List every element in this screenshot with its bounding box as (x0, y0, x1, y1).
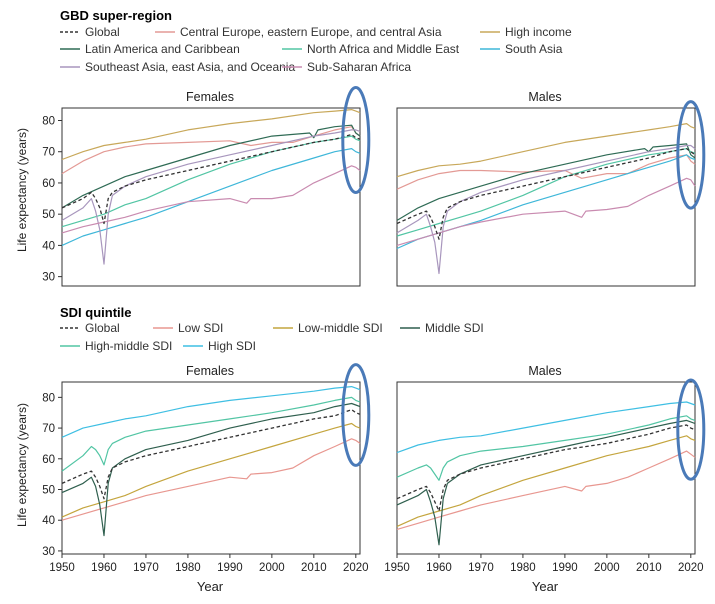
series-line-low_sdi (61, 438, 361, 521)
y-tick-label: 30 (42, 272, 55, 284)
x-tick-label: 2020 (678, 562, 704, 574)
legend-item-low_sdi: Low SDI (178, 321, 223, 335)
chart-panel-sdi-males: Males 1950 1960 1970 1980 1990 2000 2010 2020 (384, 364, 706, 574)
series-line-high_income (396, 122, 696, 178)
y-tick-label: 80 (42, 392, 55, 404)
x-tick-label: 1960 (91, 562, 117, 574)
series-line-high_income (61, 108, 361, 161)
highlight-ellipse (676, 378, 706, 481)
series-line-high_sdi (61, 386, 361, 438)
series-line-southeast_asia (61, 129, 361, 265)
legend-item-south_asia: South Asia (505, 42, 563, 56)
legend-item-high_sdi: High SDI (208, 339, 256, 353)
y-tick-label: 60 (42, 454, 55, 466)
x-tick-label: 1970 (133, 562, 159, 574)
y-axis-title: Life expectancy (years) (15, 128, 29, 252)
plot-frame (396, 107, 696, 287)
panel-title: Males (528, 364, 561, 378)
plot-frame (396, 381, 696, 555)
legend-item-high_income: High income (505, 25, 572, 39)
x-tick-label: 1980 (175, 562, 201, 574)
highlight-ellipse (341, 86, 371, 194)
x-tick-label: 2000 (594, 562, 620, 574)
series-line-central_europe (396, 154, 696, 190)
x-axis-title: Year (197, 579, 224, 594)
y-tick-label: 40 (42, 515, 55, 527)
legend-item-middle_sdi: Middle SDI (425, 321, 484, 335)
y-tick-label: 30 (42, 546, 55, 558)
x-tick-label: 1990 (217, 562, 243, 574)
series-line-global (61, 133, 361, 225)
legend-item-southeast_asia: Southeast Asia, east Asia, and Oceania (85, 60, 295, 74)
legend-title: SDI quintile (60, 305, 132, 320)
chart-panel-super-region-females: Females 30 40 50 60 70 80 (42, 86, 371, 287)
series-line-high_sdi (396, 401, 696, 454)
y-tick-label: 50 (42, 209, 55, 221)
series-line-low_middle_sdi (61, 422, 361, 518)
y-tick-label: 50 (42, 485, 55, 497)
panel-title: Females (186, 90, 234, 104)
x-tick-label: 1960 (426, 562, 452, 574)
series-line-middle_sdi (61, 402, 361, 537)
series-line-middle_sdi (396, 419, 696, 546)
series-line-global (396, 424, 696, 512)
chart-panel-super-region-males: Males (396, 90, 706, 287)
x-tick-label: 2010 (301, 562, 327, 574)
x-tick-label: 2000 (259, 562, 285, 574)
highlight-ellipse (676, 100, 706, 210)
y-tick-label: 80 (42, 115, 55, 127)
series-line-low_middle_sdi (396, 435, 696, 527)
y-tick-label: 70 (42, 147, 55, 159)
y-tick-label: 70 (42, 423, 55, 435)
series-line-global (61, 408, 361, 500)
chart-panel-sdi-females: Females 30 40 50 60 70 80 1950 1960 1970 1980 1990… (42, 363, 371, 574)
legend-item-high_middle_sdi: High-middle SDI (85, 339, 172, 353)
series-line-global (396, 147, 696, 240)
y-tick-label: 60 (42, 178, 55, 190)
x-tick-label: 1970 (468, 562, 494, 574)
x-tick-label: 1950 (384, 562, 410, 574)
series-line-southeast_asia (396, 144, 696, 275)
series-line-latin_america (396, 143, 696, 221)
legend-item-global: Global (85, 25, 120, 39)
series-line-sub_saharan (61, 165, 361, 234)
x-tick-label: 1980 (510, 562, 536, 574)
series-line-south_asia (61, 148, 361, 246)
x-tick-label: 2010 (636, 562, 662, 574)
x-tick-label: 1990 (552, 562, 578, 574)
y-axis-title: Life expectancy (years) (15, 403, 29, 527)
legend-item-global: Global (85, 321, 120, 335)
legend-super-region: GBD super-region Global Central Europe, e… (60, 8, 572, 74)
x-tick-label: 1950 (49, 562, 75, 574)
series-line-north_africa (61, 135, 361, 228)
series-line-sub_saharan (396, 177, 696, 246)
plot-frame (61, 107, 361, 287)
series-line-latin_america (61, 124, 361, 209)
legend-item-sub_saharan: Sub-Saharan Africa (307, 60, 411, 74)
panel-title: Males (528, 90, 561, 104)
plot-frame (61, 381, 361, 555)
legend-item-north_africa: North Africa and Middle East (307, 42, 460, 56)
panel-title: Females (186, 364, 234, 378)
series-line-high_middle_sdi (61, 396, 361, 472)
x-tick-label: 2020 (343, 562, 369, 574)
legend-title: GBD super-region (60, 8, 172, 23)
series-line-central_europe (61, 126, 361, 175)
legend-item-low_middle_sdi: Low-middle SDI (298, 321, 383, 335)
legend-sdi: SDI quintile Global Low SDI Low-middle SDI… (60, 305, 484, 353)
highlight-ellipse (341, 363, 371, 467)
x-axis-title: Year (532, 579, 559, 594)
series-line-high_middle_sdi (396, 415, 696, 481)
y-tick-label: 40 (42, 240, 55, 252)
legend-item-central_europe: Central Europe, eastern Europe, and cent… (180, 25, 442, 39)
legend-item-latin_america: Latin America and Caribbean (85, 42, 240, 56)
